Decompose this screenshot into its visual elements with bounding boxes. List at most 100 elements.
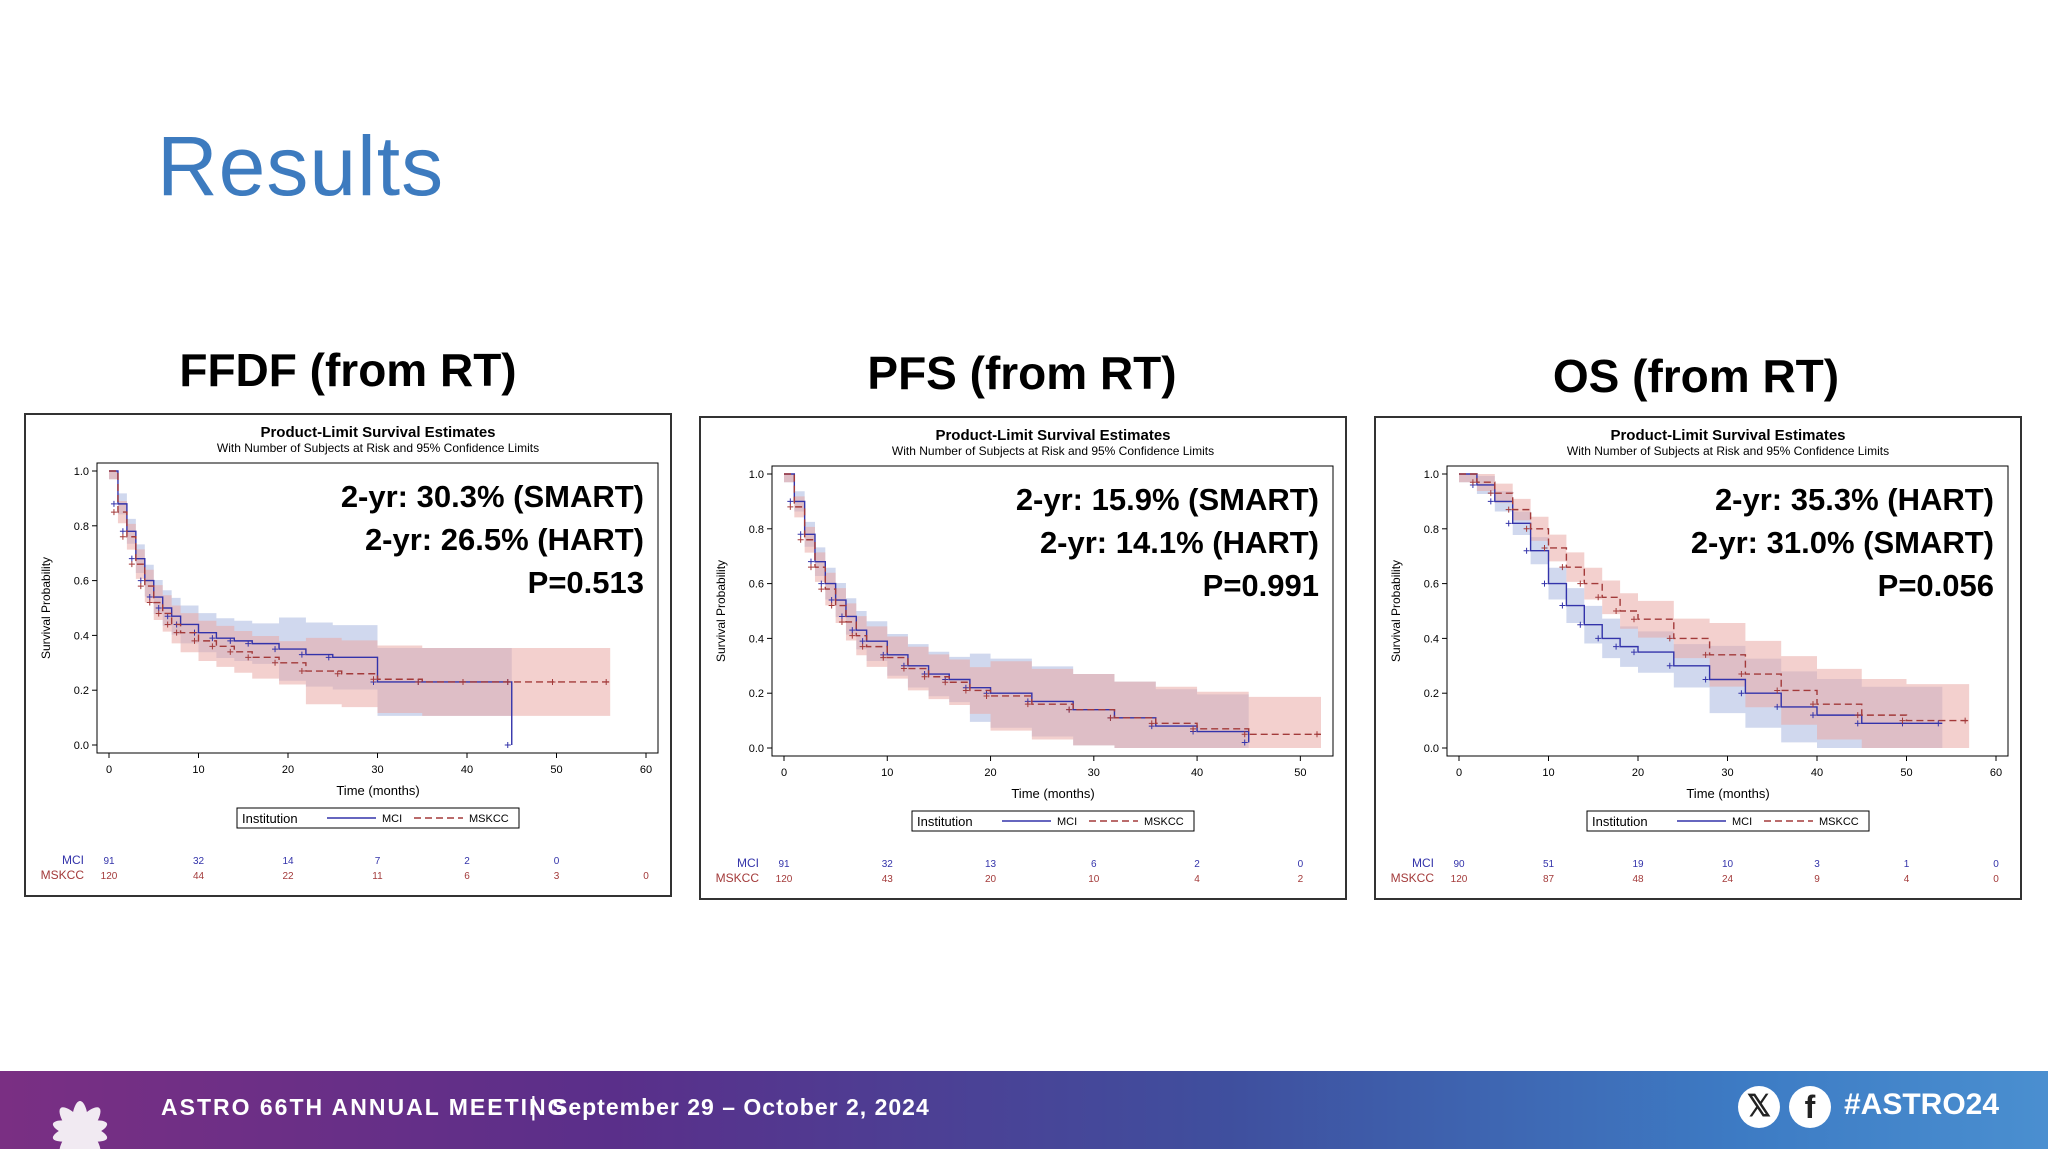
result-annotation: 2-yr: 30.3% (SMART) bbox=[341, 479, 644, 514]
result-annotation: P=0.513 bbox=[528, 565, 644, 600]
at-risk-count: 0 bbox=[554, 856, 560, 867]
y-tick-label: 0.2 bbox=[74, 685, 89, 697]
at-risk-count: 10 bbox=[1088, 874, 1100, 885]
y-tick-label: 0.2 bbox=[749, 688, 764, 700]
chart-title: Product-Limit Survival Estimates bbox=[1610, 427, 1845, 444]
censor-mark-mskcc bbox=[797, 536, 804, 543]
at-risk-count: 2 bbox=[464, 856, 470, 867]
censor-mark-mci bbox=[155, 605, 162, 611]
censor-mark-mskcc bbox=[1559, 564, 1566, 571]
y-axis-label: Survival Probability bbox=[1389, 560, 1403, 662]
at-risk-count: 11 bbox=[372, 871, 383, 882]
legend-label-mci: MCI bbox=[382, 813, 402, 825]
y-tick-label: 0.0 bbox=[749, 743, 764, 755]
censor-mark-mci bbox=[504, 742, 511, 748]
censor-mark-mskcc bbox=[460, 678, 466, 685]
censor-mark-mskcc bbox=[173, 629, 180, 636]
censor-mark-mskcc bbox=[1702, 651, 1709, 658]
x-axis-label: Time (months) bbox=[336, 783, 419, 798]
censor-mark-mskcc bbox=[807, 564, 814, 571]
censor-mark-mskcc bbox=[962, 687, 969, 694]
censor-mark-mskcc bbox=[983, 692, 990, 699]
censor-mark-mskcc bbox=[818, 586, 825, 593]
footer-meeting-name: ASTRO 66TH ANNUAL MEETING bbox=[161, 1094, 568, 1120]
x-tick-label: 30 bbox=[1088, 767, 1100, 779]
censor-mark-mci bbox=[818, 580, 825, 587]
at-risk-count: 10 bbox=[1722, 859, 1734, 870]
y-tick-label: 1.0 bbox=[74, 466, 89, 478]
at-risk-count: 0 bbox=[1993, 874, 1999, 885]
censor-mark-mskcc bbox=[298, 668, 305, 675]
at-risk-count: 91 bbox=[103, 856, 115, 867]
y-tick-label: 0.8 bbox=[1424, 524, 1439, 536]
censor-mark-mci bbox=[1631, 649, 1637, 656]
result-annotation: P=0.991 bbox=[1203, 568, 1319, 603]
censor-mark-mskcc bbox=[209, 643, 216, 650]
censor-mark-mci bbox=[1559, 602, 1566, 609]
at-risk-count: 0 bbox=[1993, 859, 1999, 870]
survival-curve-mci bbox=[784, 473, 1250, 743]
footer-separator: | bbox=[530, 1091, 537, 1121]
censor-mark-mci bbox=[1702, 676, 1709, 683]
censor-mark-mskcc bbox=[1107, 714, 1114, 721]
x-tick-label: 40 bbox=[1811, 767, 1823, 779]
censor-mark-mskcc bbox=[1810, 701, 1816, 708]
censor-mark-mskcc bbox=[1505, 506, 1512, 513]
x-tick-label: 60 bbox=[1990, 767, 2002, 779]
censor-mark-mci bbox=[838, 613, 845, 620]
y-tick-label: 0.0 bbox=[1424, 743, 1439, 755]
at-risk-row-label: MCI bbox=[62, 853, 84, 867]
at-risk-count: 13 bbox=[985, 859, 997, 870]
censor-mark-mskcc bbox=[849, 632, 856, 639]
y-tick-label: 0.8 bbox=[74, 521, 89, 533]
censor-mark-mci bbox=[1774, 703, 1781, 710]
censor-mark-mci bbox=[1523, 547, 1530, 554]
y-tick-label: 0.6 bbox=[1424, 579, 1439, 591]
at-risk-count: 2 bbox=[1194, 859, 1200, 870]
legend-label-mci: MCI bbox=[1057, 816, 1077, 828]
at-risk-count: 2 bbox=[1298, 874, 1304, 885]
censor-mark-mskcc bbox=[146, 599, 153, 606]
censor-mark-mci bbox=[146, 594, 153, 601]
result-annotation: 2-yr: 26.5% (HART) bbox=[365, 522, 644, 557]
at-risk-count: 20 bbox=[985, 874, 997, 885]
at-risk-count: 3 bbox=[554, 871, 560, 882]
survival-curve-mskcc bbox=[784, 473, 1321, 735]
censor-mark-mskcc bbox=[787, 503, 794, 510]
y-tick-label: 0.8 bbox=[749, 524, 764, 536]
x-tick-label: 0 bbox=[106, 764, 112, 776]
censor-mark-mskcc bbox=[1066, 706, 1073, 713]
censor-mark-mci bbox=[1505, 520, 1512, 527]
astro-flower-logo-icon bbox=[52, 1101, 108, 1149]
legend-title: Institution bbox=[1592, 814, 1648, 829]
censor-mark-mskcc bbox=[1314, 731, 1320, 738]
at-risk-row-label: MSKCC bbox=[1391, 871, 1435, 885]
censor-mark-mci bbox=[1666, 662, 1673, 669]
censor-mark-mskcc bbox=[1577, 580, 1584, 587]
legend-title: Institution bbox=[917, 814, 973, 829]
legend-label-mci: MCI bbox=[1732, 816, 1752, 828]
facebook-icon[interactable]: f bbox=[1789, 1086, 1831, 1128]
y-axis-label: Survival Probability bbox=[714, 560, 728, 662]
pfs-heading: PFS (from RT) bbox=[867, 347, 1177, 399]
at-risk-count: 90 bbox=[1453, 859, 1465, 870]
censor-mark-mskcc bbox=[1487, 490, 1494, 497]
censor-mark-mskcc bbox=[110, 509, 117, 516]
censor-mark-mskcc bbox=[1631, 616, 1637, 623]
os-chart: Product-Limit Survival Estimates With Num… bbox=[1374, 416, 2022, 900]
censor-mark-mskcc bbox=[1854, 712, 1861, 719]
censor-mark-mskcc bbox=[1738, 671, 1745, 678]
legend-label-mskcc: MSKCC bbox=[1819, 816, 1859, 828]
os-heading: OS (from RT) bbox=[1552, 350, 1840, 402]
censor-mark-mskcc bbox=[415, 678, 422, 685]
censor-mark-mskcc bbox=[1962, 717, 1969, 724]
footer-dates: September 29 – October 2, 2024 bbox=[552, 1094, 930, 1120]
x-icon[interactable]: 𝕏 bbox=[1738, 1086, 1780, 1128]
censor-mark-mci bbox=[859, 638, 866, 645]
censor-mark-mskcc bbox=[880, 654, 887, 661]
at-risk-count: 91 bbox=[778, 859, 790, 870]
at-risk-count: 48 bbox=[1632, 874, 1644, 885]
censor-mark-mskcc bbox=[1469, 479, 1476, 486]
censor-mark-mci bbox=[1935, 720, 1942, 727]
